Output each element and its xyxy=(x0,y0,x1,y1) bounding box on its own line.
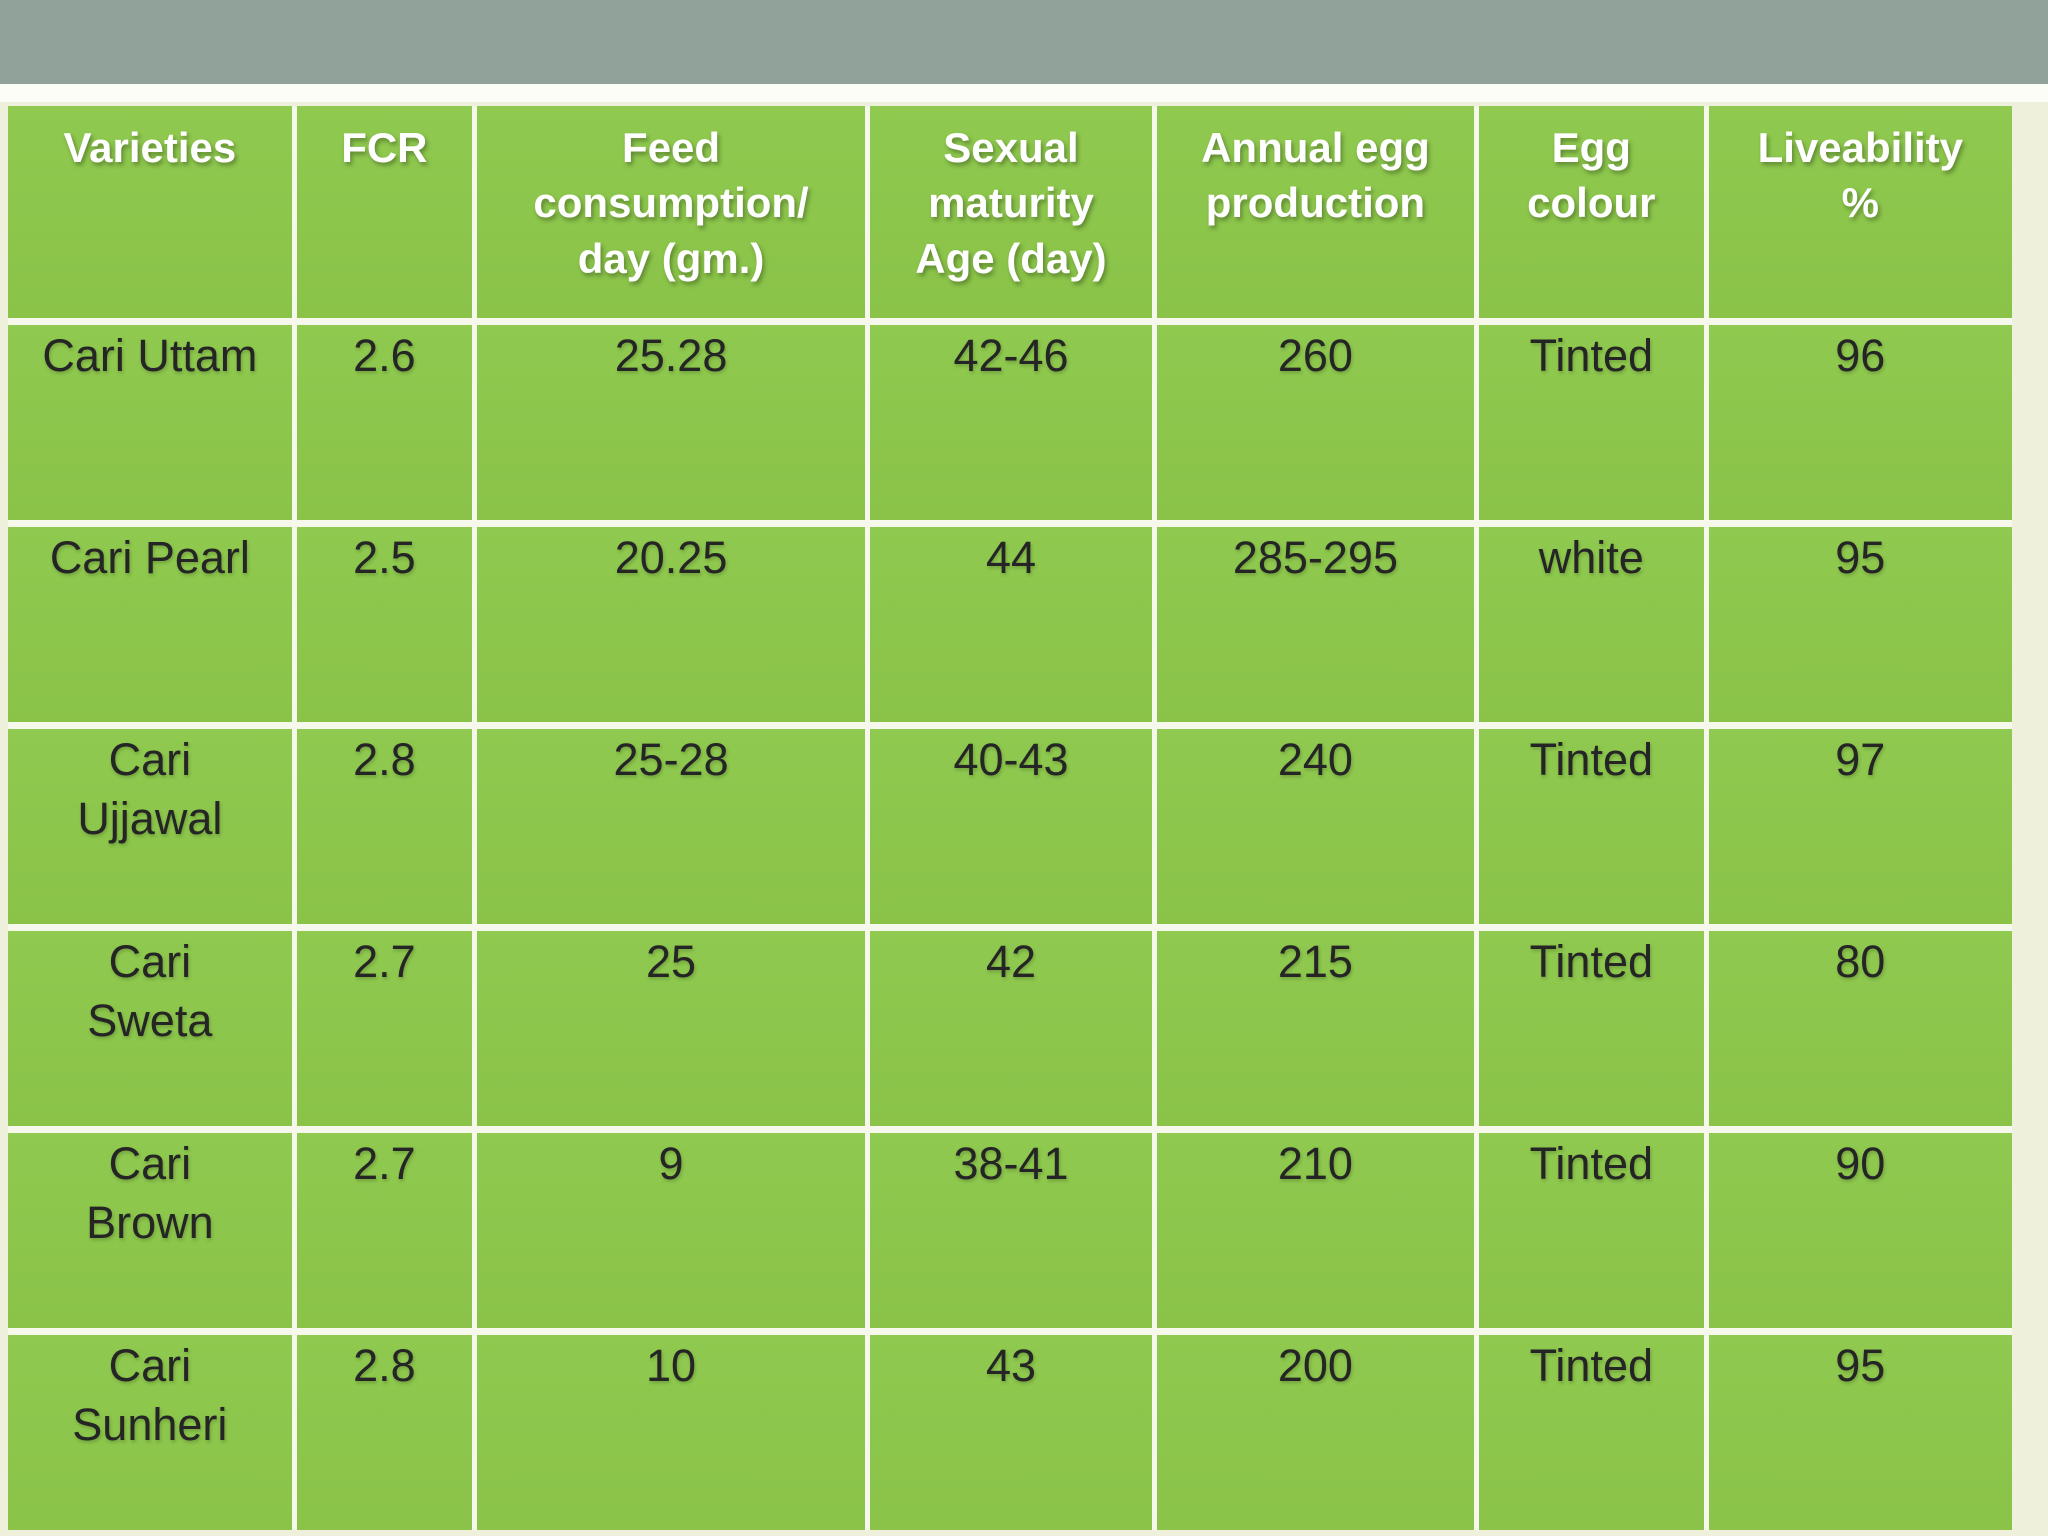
table-cell: Tinted xyxy=(1479,1133,1704,1328)
table-cell: 2.7 xyxy=(296,931,473,1126)
table-cell-variety: Cari Brown xyxy=(8,1133,292,1328)
table-cell: 44 xyxy=(870,527,1152,722)
table-cell: 2.8 xyxy=(296,729,473,924)
table-cell-variety: Cari Ujjawal xyxy=(8,729,292,924)
column-header-egg-colour: Egg colour xyxy=(1479,106,1704,318)
top-accent-bar xyxy=(0,0,2048,84)
table-cell: 42-46 xyxy=(870,325,1152,520)
table-cell: 285-295 xyxy=(1156,527,1475,722)
table-cell: 25 xyxy=(477,931,866,1126)
table-cell: 95 xyxy=(1708,527,2012,722)
table-cell: 210 xyxy=(1156,1133,1475,1328)
table-cell-variety: Cari Sunheri xyxy=(8,1335,292,1530)
table-cell: Tinted xyxy=(1479,729,1704,924)
table-cell: 20.25 xyxy=(477,527,866,722)
table-cell: 25-28 xyxy=(477,729,866,924)
column-header-fcr: FCR xyxy=(296,106,473,318)
table-cell: 10 xyxy=(477,1335,866,1530)
table-cell: 97 xyxy=(1708,729,2012,924)
table-cell: white xyxy=(1479,527,1704,722)
table-cell: 40-43 xyxy=(870,729,1152,924)
column-header-varieties: Varieties xyxy=(8,106,292,318)
table-cell: 240 xyxy=(1156,729,1475,924)
varieties-table: Varieties FCR Feed consumption/ day (gm.… xyxy=(8,106,2012,1530)
column-header-liveability: Liveability % xyxy=(1708,106,2012,318)
table-cell-variety: Cari Pearl xyxy=(8,527,292,722)
divider-strip xyxy=(0,84,2048,102)
table-cell: 25.28 xyxy=(477,325,866,520)
table-cell: 80 xyxy=(1708,931,2012,1126)
table-cell: 96 xyxy=(1708,325,2012,520)
table-cell: Tinted xyxy=(1479,325,1704,520)
table-cell-variety: Cari Sweta xyxy=(8,931,292,1126)
table-cell: 95 xyxy=(1708,1335,2012,1530)
table-cell: 2.6 xyxy=(296,325,473,520)
table-cell: Tinted xyxy=(1479,931,1704,1126)
table-cell: 9 xyxy=(477,1133,866,1328)
column-header-feed: Feed consumption/ day (gm.) xyxy=(477,106,866,318)
table-cell: 200 xyxy=(1156,1335,1475,1530)
column-header-maturity: Sexual maturity Age (day) xyxy=(870,106,1152,318)
table-cell: 215 xyxy=(1156,931,1475,1126)
table-cell: 38-41 xyxy=(870,1133,1152,1328)
table-cell: 42 xyxy=(870,931,1152,1126)
table-cell: 2.8 xyxy=(296,1335,473,1530)
table-cell-variety: Cari Uttam xyxy=(8,325,292,520)
column-header-egg-production: Annual egg production xyxy=(1156,106,1475,318)
table-cell: 43 xyxy=(870,1335,1152,1530)
table-cell: Tinted xyxy=(1479,1335,1704,1530)
table-cell: 260 xyxy=(1156,325,1475,520)
table-cell: 90 xyxy=(1708,1133,2012,1328)
table-cell: 2.7 xyxy=(296,1133,473,1328)
table-cell: 2.5 xyxy=(296,527,473,722)
